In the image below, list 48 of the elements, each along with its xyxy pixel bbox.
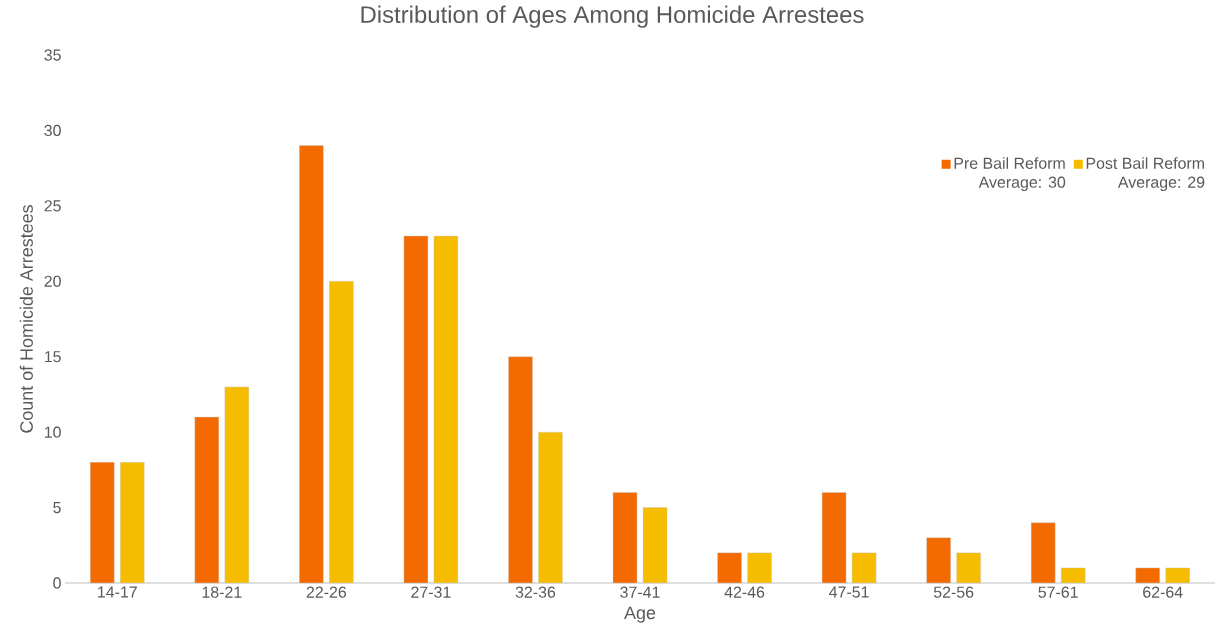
- bar: [299, 145, 324, 584]
- bar: [926, 537, 951, 584]
- x-tick-label: 32-36: [515, 586, 556, 598]
- bar: [90, 462, 115, 584]
- bar: [747, 552, 772, 584]
- x-tick-label: 52-56: [933, 586, 974, 598]
- bar: [851, 552, 877, 584]
- bar: [538, 431, 563, 584]
- y-tick-label: 15: [44, 351, 61, 363]
- y-tick-label: 5: [53, 502, 61, 514]
- x-tick-label: 27-31: [411, 586, 451, 598]
- x-tick-label: 22-26: [306, 586, 347, 598]
- bar: [1030, 522, 1056, 584]
- bar: [224, 386, 250, 584]
- annotation: Average: 29: [1117, 176, 1205, 192]
- bar: [1060, 567, 1086, 584]
- bar: [120, 462, 145, 584]
- x-tick-label: 14-17: [98, 586, 137, 598]
- annotation: Average: 30: [978, 176, 1066, 192]
- y-tick-label: 10: [44, 426, 61, 438]
- bar: [1165, 567, 1190, 584]
- y-axis-title: Count of Homicide Arrestees: [19, 205, 33, 433]
- bar: [642, 507, 668, 584]
- bar: [403, 235, 429, 584]
- x-axis-title: Age: [624, 606, 656, 623]
- bar: [956, 552, 981, 584]
- legend-label: Post Bail Reform: [1086, 157, 1204, 169]
- y-tick-label: 20: [44, 275, 61, 287]
- x-tick-label: 47-51: [829, 586, 869, 598]
- y-tick-label: 25: [44, 200, 61, 212]
- bar: [508, 356, 533, 584]
- x-tick-label: 62-64: [1143, 586, 1183, 598]
- bar: [1135, 567, 1160, 584]
- bar: [194, 416, 220, 584]
- y-tick-label: 35: [44, 49, 61, 61]
- y-tick-label: 0: [53, 577, 61, 589]
- x-tick-label: 42-46: [724, 586, 765, 598]
- legend-label: Pre Bail Reform: [954, 157, 1065, 169]
- bar: [717, 552, 742, 584]
- x-tick-label: 57-61: [1038, 586, 1078, 598]
- bar: [612, 492, 638, 584]
- y-tick-label: 30: [44, 124, 61, 137]
- bar: [433, 235, 459, 584]
- bar: [821, 492, 847, 584]
- bar: [329, 281, 354, 584]
- x-tick-label: 37-41: [620, 586, 660, 598]
- x-tick-label: 18-21: [202, 586, 242, 598]
- chart-title: Distribution of Ages Among Homicide Arrestees: [361, 5, 864, 28]
